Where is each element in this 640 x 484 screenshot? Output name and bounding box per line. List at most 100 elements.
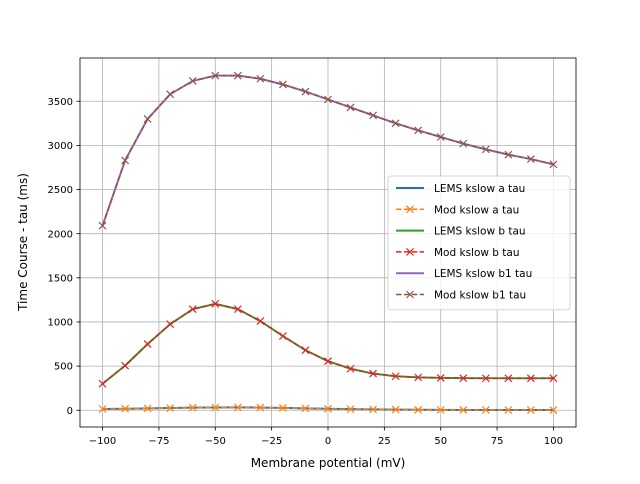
legend-marker [406,290,414,299]
y-tick-label: 2500 [48,185,73,196]
data-point-marker [211,299,220,308]
data-point-marker [391,405,400,414]
data-point-marker [233,403,242,412]
series-2 [98,403,558,414]
data-point-marker [346,405,355,414]
data-point-marker [301,404,310,413]
data-point-marker [143,114,152,123]
data-point-marker [324,357,332,366]
data-point-marker [414,373,423,382]
data-point-marker [211,403,220,412]
data-point-marker [166,90,175,99]
data-point-marker [121,404,130,413]
x-axis-label: Membrane potential (mV) [251,456,406,470]
y-axis-label: Time Course - tau (ms) [16,173,30,312]
y-tick-label: 1000 [48,318,73,329]
legend-label: Mod kslow b1 tau [434,290,526,302]
x-tick-label: −50 [205,436,226,447]
legend-label: Mod kslow a tau [434,204,519,216]
data-point-marker [211,71,220,80]
legend-label: LEMS kslow b tau [434,226,526,238]
legend-item: LEMS kslow b1 tau [396,268,532,280]
data-point-marker [188,305,197,314]
data-point-marker [391,119,400,128]
y-tick-label: 3000 [48,141,73,152]
data-point-marker [121,156,130,165]
data-point-marker [549,406,558,414]
data-point-marker [504,150,513,159]
data-point-marker [369,369,378,378]
data-point-marker [391,372,400,381]
data-point-marker [98,379,107,388]
y-axis: 0 500 1000 1500 2000 2500 3000 3500 [48,97,80,417]
data-point-marker [549,160,558,169]
data-point-marker [301,346,310,355]
legend-item: LEMS kslow b tau [396,226,526,238]
legend-label: LEMS kslow b1 tau [434,268,532,280]
data-point-marker [188,403,197,412]
x-tick-label: 75 [491,436,504,447]
data-point-marker [549,374,558,383]
data-point-marker [459,139,468,148]
data-point-marker [233,71,242,80]
y-tick-label: 0 [67,406,73,417]
legend-item: LEMS kslow a tau [396,183,525,195]
data-point-marker [278,332,287,340]
data-point-marker [256,317,265,325]
data-point-marker [301,87,310,96]
x-tick-label: 100 [544,436,563,447]
series-group [98,71,558,414]
x-axis: −100 −75 −50 −25 0 25 50 75 100 [89,427,563,447]
data-point-marker [459,406,468,414]
data-point-marker [526,406,535,414]
data-point-marker [143,340,152,348]
legend-marker [406,205,414,214]
legend-box [387,175,571,311]
data-point-marker [166,320,175,329]
data-point-marker [526,155,535,164]
x-tick-label: 25 [378,436,391,447]
data-point-marker [188,77,197,85]
y-tick-label: 3500 [48,97,73,108]
legend-label: Mod kslow b tau [434,247,520,259]
data-point-marker [143,404,152,413]
series-4 [98,299,558,388]
series-6 [98,71,558,230]
data-point-marker [459,374,468,383]
data-point-marker [414,126,423,135]
data-point-marker [166,404,175,412]
data-point-marker [278,80,287,89]
data-point-marker [98,221,107,230]
legend-item: Mod kslow a tau [396,204,519,216]
data-point-marker [346,103,355,112]
data-point-marker [346,364,355,373]
y-tick-label: 1500 [48,273,73,284]
x-tick-label: 50 [434,436,447,447]
x-tick-label: −100 [89,436,116,447]
x-tick-label: 0 [325,436,331,447]
data-point-marker [256,403,265,412]
data-point-marker [504,406,513,414]
data-point-marker [481,145,490,154]
data-point-marker [98,405,107,413]
series-line [101,74,554,226]
data-point-marker [369,111,378,120]
x-tick-label: −25 [261,436,282,447]
y-tick-label: 500 [54,362,73,373]
data-point-marker [233,305,242,314]
data-point-marker [256,74,265,83]
data-point-marker [414,405,423,414]
series-line [102,303,554,385]
legend: LEMS kslow a tau Mod kslow a tau LEMS kslo… [387,175,571,311]
legend-item: Mod kslow b1 tau [396,290,526,302]
y-tick-label: 2000 [48,229,73,240]
data-point-marker [436,405,445,414]
data-point-marker [526,374,535,383]
x-tick-label: −75 [148,436,169,447]
legend-marker [406,247,414,256]
data-point-marker [121,361,130,370]
legend-label: LEMS kslow a tau [434,183,525,195]
data-point-marker [436,133,445,141]
data-point-marker [324,95,332,104]
